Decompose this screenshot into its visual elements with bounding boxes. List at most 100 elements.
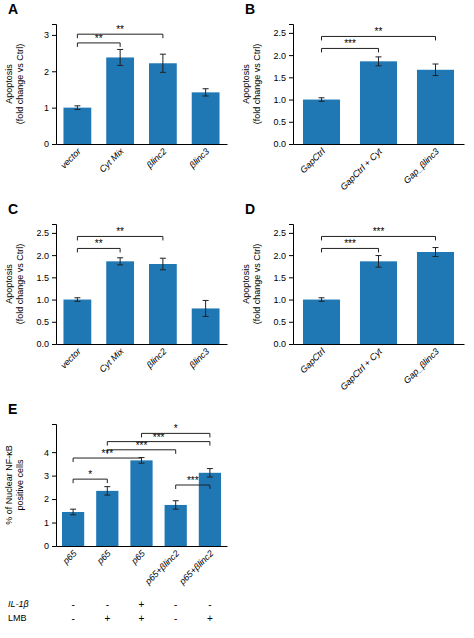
error-bar-cap [74,301,80,302]
error-bar-cap [173,500,179,501]
error-bar-stem [77,106,78,110]
bar [417,252,454,344]
x-axis: vectorCyt Mixβlinc2βlinc3 [57,345,228,375]
error-bar [203,300,209,316]
error-bar-cap [74,297,80,298]
y-axis: 01234 [44,425,57,552]
error-bar-stem [73,509,74,515]
x-tick-label: GapCtrl + Cyt [338,146,384,192]
x-tick-label: Gap_βlinc3 [402,346,441,385]
x-axis: vectorCyt Mixβlinc2βlinc3 [57,145,228,175]
x-tick-label: p65 [60,548,79,567]
error-bar-cap [433,247,439,248]
y-tick: 1.0 [273,295,293,305]
x-axis-line [57,344,228,345]
x-tick-label: vector [58,146,83,171]
panel-label: C [8,201,18,217]
y-tick-label: 1.0 [36,295,49,305]
y-tick-label: 1.5 [36,273,49,283]
x-tick-label: p65 [129,548,148,567]
y-tick: 1.5 [273,273,293,283]
error-bar-cap [117,65,123,66]
x-axis: GapCtrlGapCtrl + CytGap_βlinc3 [294,145,465,193]
x-tick: p65+βlinc2 [177,548,216,587]
y-tick-mark [52,523,56,524]
y-tick-mark [52,452,56,453]
y-tick-label: 1.5 [273,273,286,283]
bar [303,100,340,144]
error-bar-cap [160,258,166,259]
error-bar-cap [203,88,209,89]
y-tick-mark [52,344,56,345]
y-tick-label: 2.0 [273,50,286,60]
bar [149,264,177,344]
error-bar-cap [160,54,166,55]
error-bar [74,106,80,110]
x-tick-label: βlinc3 [187,346,212,371]
y-tick-label: 2.5 [273,28,286,38]
error-bar-cap [433,64,439,65]
y-tick-label: 2 [44,494,49,504]
error-bar-cap [203,96,209,97]
x-tick: p65 [129,548,148,567]
bar [106,57,134,144]
y-tick-label: 0 [44,541,49,551]
bar [62,512,84,546]
x-tick: βlinc3 [187,146,212,171]
y-tick-mark [52,255,56,256]
x-tick: GapCtrl [298,346,328,376]
x-tick: vector [58,346,83,371]
y-tick-mark [52,476,56,477]
x-tick: p65 [94,548,113,567]
condition-row-value: - [174,599,177,610]
x-tick-label: vector [58,346,83,371]
error-bar-cap [74,109,80,110]
panel: 01234p65p65p65p65+βlinc2p65+βlinc2******… [4,401,228,624]
plot-area [63,258,219,344]
y-tick-mark [289,255,293,256]
significance-label: ** [95,238,103,249]
error-bar-cap [207,468,213,469]
x-tick-label: p65+βlinc2 [177,548,216,587]
bar [360,61,397,144]
error-bar-cap [433,256,439,257]
error-bar-stem [321,298,322,302]
error-bar-cap [319,301,325,302]
x-tick: Gap_βlinc3 [402,146,441,185]
error-bar-stem [321,98,322,102]
y-tick-label: 2.5 [36,228,49,238]
y-tick-mark [52,499,56,500]
error-bar [433,248,439,257]
error-bar-stem [120,49,121,65]
y-tick-label: 2.0 [36,250,49,260]
y-tick-mark [289,144,293,145]
y-tick-label: 3 [44,30,49,40]
y-axis-line [289,25,294,145]
x-tick: Gap_βlinc3 [402,346,441,385]
y-tick: 3 [44,30,56,40]
y-tick: 2.0 [36,250,56,260]
y-tick: 2.0 [273,50,293,60]
error-bar-stem [205,89,206,96]
error-bar-cap [376,65,382,66]
y-tick-mark [289,122,293,123]
y-tick: 0.5 [36,317,56,327]
error-bar-cap [160,72,166,73]
error-bar [207,469,213,477]
error-bar [319,98,325,102]
error-bar [173,501,179,509]
y-tick: 1.0 [273,95,293,105]
x-tick: p65+βlinc2 [142,548,181,587]
y-tick-label: 1 [44,518,49,528]
error-bar-cap [70,514,76,515]
y-axis: 0123 [44,25,57,150]
error-bar [117,258,123,265]
error-bar-cap [376,255,382,256]
y-tick-mark [52,322,56,323]
y-tick-mark [52,108,56,109]
error-bar-stem [175,501,176,509]
error-bar [376,57,382,66]
x-tick-label: GapCtrl + Cyt [338,346,384,392]
x-tick: GapCtrl + Cyt [338,346,384,392]
x-tick-label: βlinc2 [144,146,169,171]
